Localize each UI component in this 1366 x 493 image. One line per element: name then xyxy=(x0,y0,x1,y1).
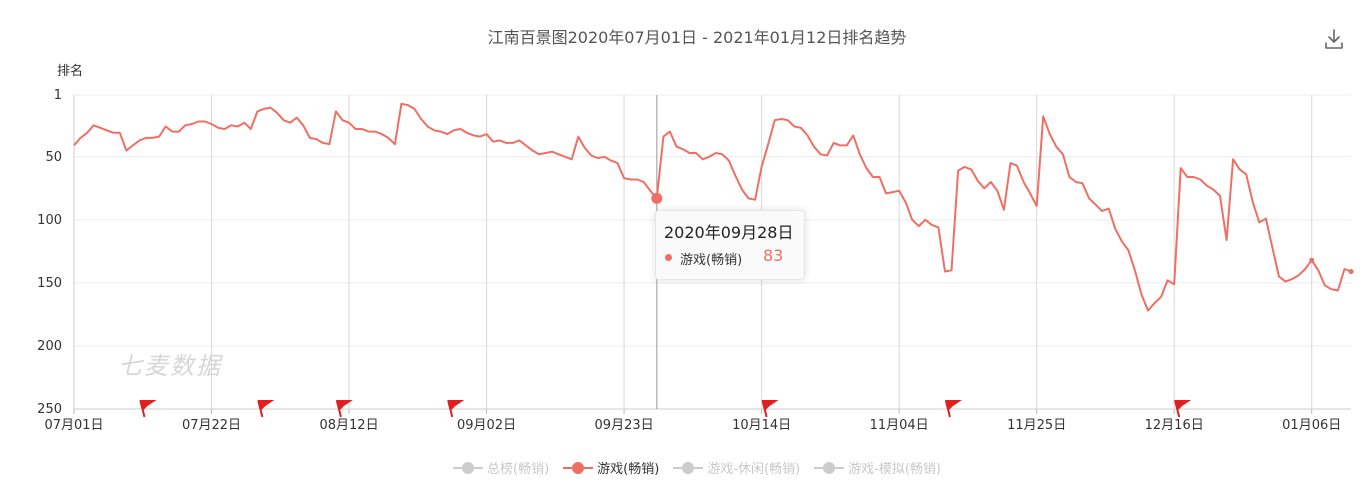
y-tick-label: 1 xyxy=(54,88,62,103)
legend-symbol-icon xyxy=(673,461,704,474)
chart-title: 江南百景图2020年07月01日 - 2021年01月12日排名趋势 xyxy=(487,28,907,47)
legend-symbol-icon xyxy=(453,461,483,474)
event-flag-icon xyxy=(257,400,275,410)
legend: 总榜(畅销) 游戏(畅销) 游戏-休闲(畅销) 游戏-模拟(畅销) xyxy=(0,458,1366,477)
tooltip-date: 2020年09月28日 xyxy=(664,223,794,242)
x-tick-label: 08月12日 xyxy=(319,418,378,433)
series-line-games xyxy=(73,102,1352,312)
legend-label: 总榜(畅销) xyxy=(487,462,550,477)
legend-label: 游戏(畅销) xyxy=(597,462,660,477)
event-flag-icon xyxy=(139,400,157,410)
x-tick-label: 09月23日 xyxy=(595,418,654,433)
tooltip-series-dot xyxy=(665,254,672,261)
tooltip-value: 83 xyxy=(763,246,784,265)
y-tick-label: 100 xyxy=(37,213,62,228)
legend-item-games[interactable]: 游戏(畅销) xyxy=(563,458,659,477)
x-tick-label: 01月06日 xyxy=(1282,418,1341,433)
series-point xyxy=(1309,257,1315,263)
legend-item-casual[interactable]: 游戏-休闲(畅销) xyxy=(673,458,800,477)
tooltip: 2020年09月28日 游戏(畅销) 83 xyxy=(655,210,805,280)
tooltip-series-name: 游戏(畅销) xyxy=(680,253,743,268)
legend-symbol-icon xyxy=(814,461,845,474)
y-tick-label: 150 xyxy=(37,276,62,291)
legend-label: 游戏-休闲(畅销) xyxy=(707,462,801,477)
x-tick-label: 07月22日 xyxy=(182,418,241,433)
legend-symbol-icon xyxy=(563,461,594,474)
y-tick-label: 250 xyxy=(37,402,62,417)
event-flag-icon xyxy=(761,400,779,410)
y-axis-label: 排名 xyxy=(57,64,84,79)
y-tick-label: 200 xyxy=(37,339,62,354)
download-icon[interactable] xyxy=(1324,28,1344,50)
x-tick-label: 09月02日 xyxy=(457,418,516,433)
watermark: 七麦数据 xyxy=(118,352,222,380)
event-flag-icon xyxy=(1174,400,1192,410)
y-tick-label: 50 xyxy=(45,150,62,165)
event-flag-icon xyxy=(447,400,465,410)
legend-item-simulation[interactable]: 游戏-模拟(畅销) xyxy=(814,458,941,477)
x-tick-label: 10月14日 xyxy=(732,418,791,433)
series-end-point xyxy=(1348,269,1354,275)
x-tick-label: 12月16日 xyxy=(1145,418,1204,433)
x-tick-label: 11月25日 xyxy=(1007,418,1066,433)
x-tick-label: 07月01日 xyxy=(44,418,103,433)
legend-item-total[interactable]: 总榜(畅销) xyxy=(453,458,549,477)
x-tick-label: 11月04日 xyxy=(870,418,929,433)
tooltip-highlight-point xyxy=(651,192,663,204)
event-flag-icon xyxy=(944,400,962,410)
event-flag-icon xyxy=(335,400,353,410)
legend-label: 游戏-模拟(畅销) xyxy=(848,462,941,477)
